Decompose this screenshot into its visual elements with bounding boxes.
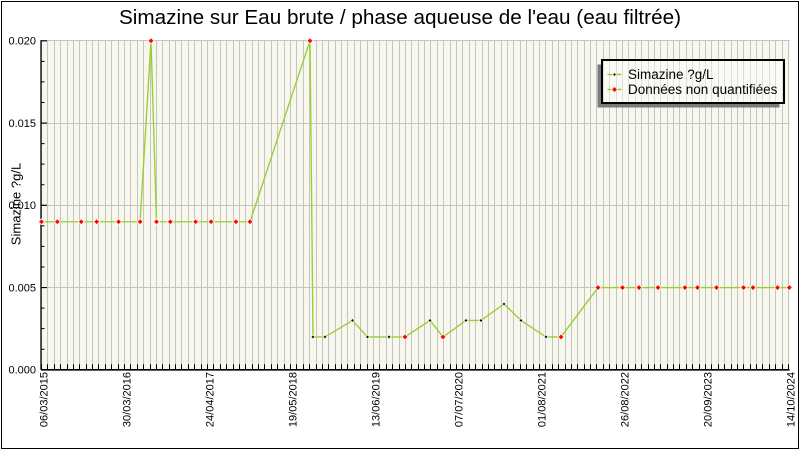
svg-text:Simazine ?g/L: Simazine ?g/L xyxy=(628,67,714,82)
svg-text:01/08/2021: 01/08/2021 xyxy=(536,372,548,427)
svg-text:0.015: 0.015 xyxy=(8,118,36,130)
svg-text:Simazine ?g/L: Simazine ?g/L xyxy=(9,163,24,245)
svg-text:0.005: 0.005 xyxy=(8,282,36,294)
svg-text:26/08/2022: 26/08/2022 xyxy=(619,372,631,427)
svg-text:30/03/2016: 30/03/2016 xyxy=(121,372,133,427)
svg-text:0.020: 0.020 xyxy=(8,36,36,48)
svg-text:06/03/2015: 06/03/2015 xyxy=(38,372,50,427)
svg-text:13/06/2019: 13/06/2019 xyxy=(370,372,382,427)
svg-text:0.010: 0.010 xyxy=(8,200,36,212)
svg-text:0.000: 0.000 xyxy=(8,365,36,377)
svg-text:Données non quantifiées: Données non quantifiées xyxy=(628,82,778,97)
svg-text:Simazine sur Eau brute / phase: Simazine sur Eau brute / phase aqueuse d… xyxy=(119,7,681,29)
svg-text:14/10/2024: 14/10/2024 xyxy=(785,372,797,427)
svg-text:24/04/2017: 24/04/2017 xyxy=(204,372,216,427)
svg-text:07/07/2020: 07/07/2020 xyxy=(453,372,465,427)
svg-text:19/05/2018: 19/05/2018 xyxy=(287,372,299,427)
svg-text:20/09/2023: 20/09/2023 xyxy=(702,372,714,427)
